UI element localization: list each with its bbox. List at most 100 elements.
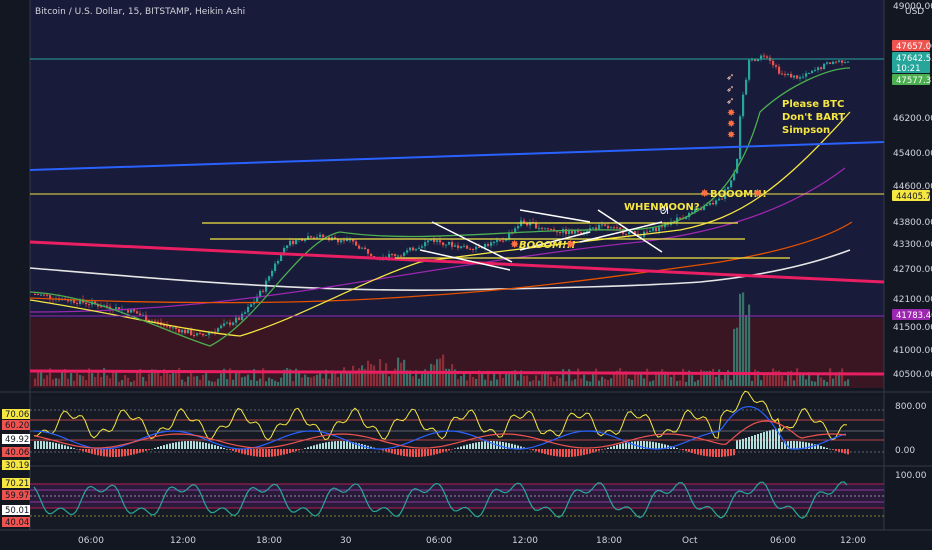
osc1-bar	[115, 449, 117, 457]
osc1-tick-0: 0.00	[895, 446, 915, 456]
osc1-bar	[436, 449, 438, 455]
volume-bar	[619, 368, 622, 386]
candle	[730, 180, 733, 189]
svg-text:44405.75: 44405.75	[896, 192, 932, 202]
volume-bar	[313, 376, 316, 386]
candle	[418, 245, 421, 250]
volume-bar	[325, 369, 328, 386]
price-axis[interactable]: 49000.00 46200.00 45400.00 44600.00 43800.00…	[893, 2, 932, 380]
volume-bar	[688, 370, 691, 386]
volume-bar	[205, 371, 208, 386]
price-tag: 41783.40	[892, 309, 932, 321]
price-tick-label: 41000.00	[893, 346, 932, 356]
volume-bar	[328, 378, 331, 386]
osc1-bar	[196, 441, 198, 449]
osc1-bar	[652, 441, 654, 449]
osc1-bar	[58, 443, 60, 449]
volume-bar	[706, 371, 709, 386]
osc1-bar	[694, 449, 696, 454]
price-tick-label: 40500.00	[893, 370, 932, 380]
osc1-bar	[82, 449, 84, 452]
osc1-bar	[247, 449, 249, 456]
osc1-bar	[703, 449, 705, 456]
volume-bar	[136, 371, 139, 386]
volume-bar	[352, 365, 355, 386]
volume-bar	[442, 354, 445, 386]
candle	[838, 59, 841, 64]
osc1-bar	[79, 449, 81, 451]
osc1-bar	[256, 449, 258, 457]
osc1-bar	[823, 446, 825, 449]
osc1-bar	[721, 449, 723, 457]
volume-bar	[460, 375, 463, 386]
osc1-bar	[427, 449, 429, 456]
osc1-bar	[676, 448, 678, 449]
candle	[610, 225, 613, 229]
candle	[757, 59, 760, 62]
price-tick-label: 43800.00	[893, 218, 932, 228]
volume-bar	[523, 375, 526, 386]
osc1-bar	[802, 441, 804, 449]
volume-bar	[544, 371, 547, 386]
osc1-bar	[229, 449, 231, 450]
candle	[250, 302, 253, 308]
osc1-bar	[682, 449, 684, 451]
volume-bar	[121, 379, 124, 386]
volume-bar	[361, 365, 364, 386]
osc1-bar	[250, 449, 252, 456]
osc1-bar	[193, 441, 195, 449]
price-pane-background	[30, 0, 884, 318]
chart-title[interactable]: Bitcoin / U.S. Dollar, 15, BITSTAMP, Hei…	[35, 7, 245, 17]
candle	[802, 73, 805, 80]
volume-bar	[595, 368, 598, 386]
star-icon: ✸	[727, 130, 735, 141]
osc1-bar	[94, 449, 96, 455]
time-tick-label: 18:00	[596, 536, 622, 546]
volume-bar	[331, 370, 334, 386]
oscillator-2[interactable]: 100.00 70.21 59.97 50.01 40.04	[2, 471, 927, 528]
osc1-bar	[388, 449, 390, 453]
svg-text:59.97: 59.97	[5, 491, 29, 501]
volume-bar	[643, 378, 646, 386]
osc1-bar	[673, 447, 675, 449]
volume-bar	[562, 369, 565, 386]
volume-bar	[823, 379, 826, 386]
volume-bar	[259, 378, 262, 386]
annotations[interactable]: Please BTC Don't BART Simpson BOOOM!!! B…	[510, 72, 845, 251]
osc1-bar	[394, 449, 396, 455]
volume-bar	[124, 375, 127, 386]
level-tag: 40.06	[2, 447, 30, 458]
osc1-bar	[304, 448, 306, 449]
volume-bar	[685, 381, 688, 386]
candle	[244, 309, 247, 315]
volume-bar	[388, 376, 391, 386]
volume-bar	[505, 373, 508, 386]
volume-bar	[346, 372, 349, 386]
volume-bar	[841, 368, 844, 386]
currency-label[interactable]: USD	[905, 7, 924, 17]
osc1-bar	[661, 443, 663, 449]
osc1-bar	[262, 449, 264, 457]
candle	[349, 236, 352, 243]
volume-bar	[286, 368, 289, 386]
osc1-bar	[430, 449, 432, 456]
trend-lines[interactable]	[29, 58, 885, 376]
level-tag: 60.20	[2, 420, 30, 431]
volume-bar	[766, 373, 769, 386]
volume-bar	[535, 375, 538, 386]
osc1-bar	[529, 449, 531, 450]
candle	[538, 224, 541, 232]
osc1-bar	[643, 441, 645, 449]
volume-bar	[145, 381, 148, 386]
time-axis[interactable]: 06:00 12:00 18:00 30 06:00 12:00 18:00 Oct 06:00…	[78, 536, 866, 546]
osc1-bar	[100, 449, 102, 456]
osc1-bar	[127, 449, 129, 456]
osc1-bar	[325, 442, 327, 449]
candle	[178, 327, 181, 335]
volume-bar	[655, 371, 658, 386]
osc1-bar	[553, 449, 555, 456]
volume-bar	[256, 380, 259, 386]
candle	[805, 70, 808, 81]
